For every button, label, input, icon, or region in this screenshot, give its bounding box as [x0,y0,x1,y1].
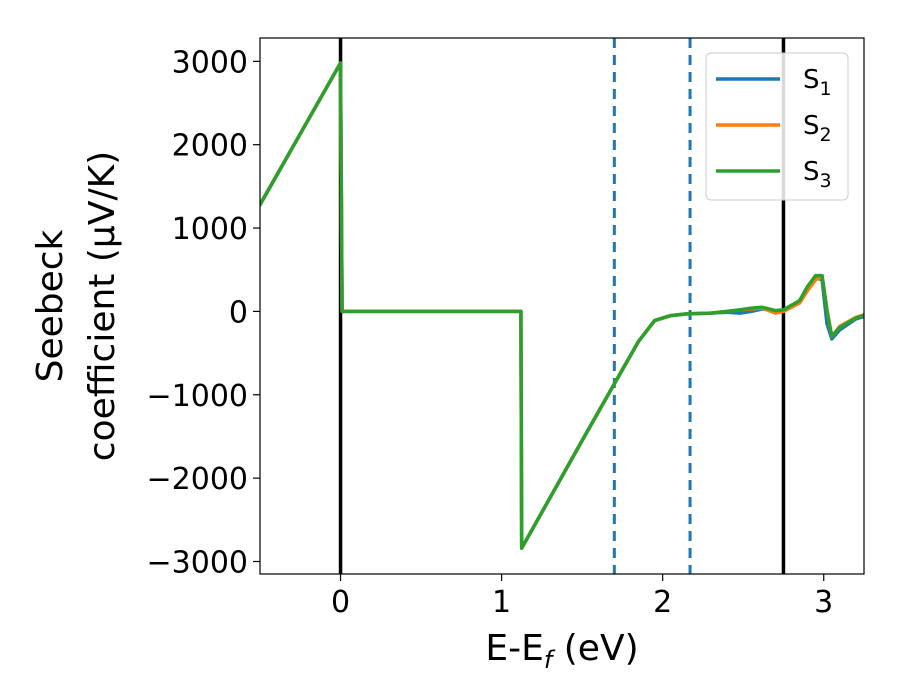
series-lines [260,61,864,550]
y-tick-label: 1000 [172,212,248,247]
x-tick-label: 0 [331,585,350,620]
x-axis-ticks: 0 1 2 3 [331,574,833,620]
y-axis-label: Seebeck coefficient (μV/K) [30,151,123,461]
y-tick-label: 2000 [172,129,248,164]
series-line-s3 [260,61,864,550]
legend-label-s1: S1 [803,65,832,100]
y-tick-label: −2000 [147,462,248,497]
y-axis-label-line1: Seebeck [30,229,71,382]
y-tick-label: 3000 [172,45,248,80]
x-axis-label: E-Ef (eV) [485,628,638,674]
legend: S1 S2 S3 [705,52,849,201]
x-tick-label: 2 [653,585,672,620]
plot-frame [259,37,865,575]
x-tick-label: 3 [814,585,833,620]
y-axis-ticks: 3000 2000 1000 0 −1000 −2000 −3000 [147,45,260,580]
y-tick-label: −3000 [147,545,248,580]
y-tick-label: −1000 [147,379,248,414]
legend-label-s3: S3 [803,157,832,192]
legend-label-s2: S2 [803,111,832,146]
y-axis-label-line2: coefficient (μV/K) [82,151,123,461]
x-tick-label: 1 [492,585,511,620]
y-tick-label: 0 [229,295,248,330]
